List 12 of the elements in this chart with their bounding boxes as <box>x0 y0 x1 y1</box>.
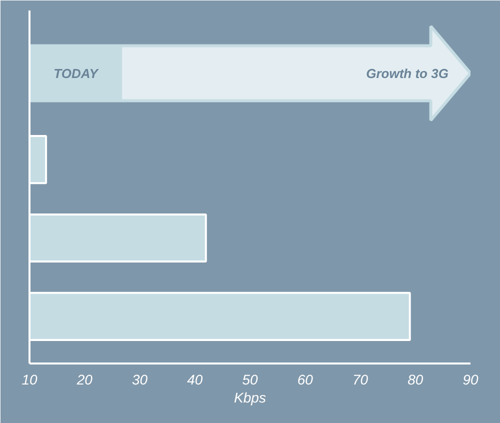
x-tick-label: 50 <box>242 372 258 388</box>
text: TODAY <box>54 66 100 81</box>
x-tick-label: 10 <box>22 372 38 388</box>
x-tick-label: 60 <box>297 372 314 388</box>
x-tick-label: 80 <box>408 372 424 388</box>
x-tick-label: 20 <box>76 372 93 388</box>
x-axis-title: Kbps <box>234 390 266 406</box>
x-tick-label: 70 <box>352 372 368 388</box>
x-tick-label: 90 <box>462 372 478 388</box>
x-tick-label: 30 <box>132 372 148 388</box>
text: Growth to 3G <box>366 66 448 81</box>
x-tick-label: 40 <box>187 372 203 388</box>
